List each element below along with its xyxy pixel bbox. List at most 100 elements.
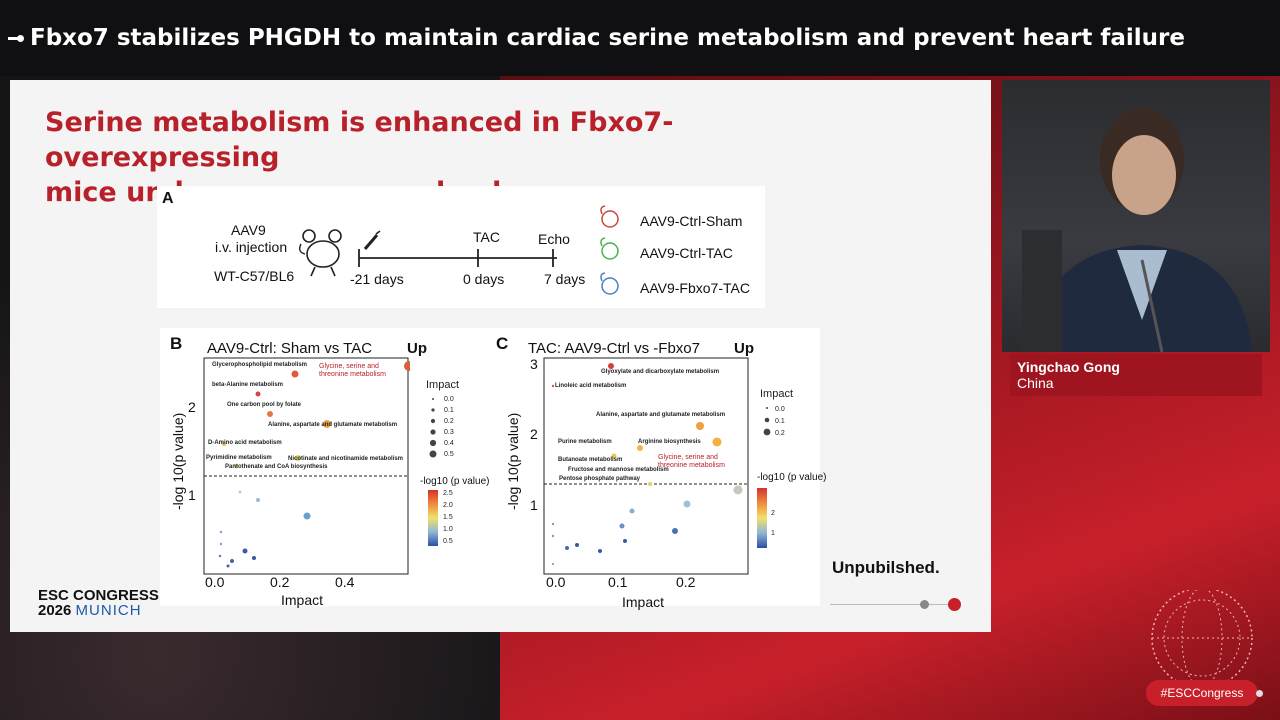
bullet-dot-icon (17, 35, 24, 42)
panel-c-up: Up (734, 340, 754, 357)
panel-b-pathway-4: Alanine, aspartate and glutamate metabol… (268, 422, 398, 428)
panel-c-impact-level: 0.0 (775, 406, 785, 413)
panel-c-xlabel: Impact (622, 594, 665, 610)
panel-b-ylabel: -log 10(p value) (170, 412, 186, 510)
mouse-icon (298, 229, 342, 277)
group-2: AAV9-Ctrl-TAC (640, 245, 733, 261)
panel-b-ytick-2: 2 (188, 399, 196, 415)
panel-b-impact-level: 0.5 (444, 451, 454, 458)
panel-b-label: B (170, 334, 183, 353)
panel-b-highlight-line-1: Glycine, serine and (319, 363, 379, 370)
panel-b-color-tick: 0.5 (443, 538, 453, 545)
panel-a-label: A (162, 190, 174, 207)
panel-c-impact-legend-title: Impact (760, 388, 794, 400)
aav9-label: AAV9 (231, 222, 266, 238)
panel-c-impact-legend-dots (763, 407, 771, 436)
panel-b-color-tick: 1.0 (443, 526, 453, 533)
syringe-icon (363, 230, 381, 250)
panel-b-impact-level: 0.2 (444, 418, 454, 425)
panel-b-pathway-2: beta-Alanine metabolism (212, 382, 284, 388)
esc-congress-logo: ESC CONGRESS 2026 MUNICH (38, 588, 159, 618)
panel-c-color-tick: 2 (771, 510, 775, 517)
slide-progress-track (830, 604, 960, 605)
panel-c-color-tick: 1 (771, 530, 775, 537)
panel-c-impact-level: 0.2 (775, 430, 785, 437)
slide-title: Serine metabolism is enhanced in Fbxo7-o… (45, 105, 865, 210)
panel-a: A AAV9 i.v. injection WT-C57/BL6 TAC Ech… (157, 186, 765, 308)
timepoint-2: 0 days (463, 271, 505, 287)
injection-label: i.v. injection (215, 239, 288, 255)
panel-c-ytick-1: 1 (530, 497, 538, 513)
panel-c-pathway-1: Glyoxylate and dicarboxylate metabolism (601, 369, 720, 375)
strain-label: WT-C57/BL6 (214, 268, 295, 284)
panel-c-pathway-3: Alanine, aspartate and glutamate metabol… (596, 412, 726, 418)
panel-c-pathway-7: Fructose and mannose metabolism (568, 467, 669, 473)
bullet-line-icon (8, 37, 18, 40)
echo-label: Echo (538, 231, 570, 247)
speaker-camera-feed (1002, 80, 1270, 352)
slide-title-line-1: Serine metabolism is enhanced in Fbxo7-o… (45, 107, 674, 173)
tac-label: TAC (473, 229, 500, 245)
top-bar: Fbxo7 stabilizes PHGDH to maintain cardi… (0, 0, 1280, 76)
globe-decoration (1151, 590, 1253, 685)
timepoint-1: -21 days (350, 271, 404, 287)
panel-c-pathway-8: Pentose phosphate pathway (559, 476, 641, 482)
logo-city: MUNICH (75, 602, 142, 619)
panel-b-title: AAV9-Ctrl: Sham vs TAC (207, 340, 373, 357)
panel-b-color-legend-title: -log10 (p value) (420, 476, 490, 487)
panel-b-pathway-8: Pantothenate and CoA biosynthesis (225, 464, 328, 470)
panel-b-plot (203, 357, 410, 575)
panel-c-pathway-4: Purine metabolism (558, 439, 612, 445)
panel-b-pathway-5: D-Amino acid metabolism (208, 440, 282, 446)
panel-b-pathway-1: Glycerophospholipid metabolism (212, 362, 308, 368)
panel-c-ylabel: -log 10(p value) (505, 412, 521, 510)
speaker-name: Yingchao Gong (1017, 359, 1120, 375)
panel-c-label: C (496, 334, 509, 353)
hashtag-badge: #ESCCongress (1146, 680, 1258, 706)
panel-b-color-ticks: 2.5 2.0 1.5 1.0 0.5 (443, 488, 453, 548)
speaker-nameplate: Yingchao Gong China (1010, 354, 1262, 396)
speaker-silhouette (1022, 108, 1252, 352)
panel-b-ytick-1: 1 (188, 487, 196, 503)
panel-c-color-ticks: 2 1 (771, 504, 775, 544)
panel-b-impact-level: 0.1 (444, 407, 454, 414)
panel-c-colorbar (757, 488, 767, 548)
panel-c-xtick-2: 0.1 (608, 574, 628, 590)
panel-b-colorbar (428, 490, 438, 546)
panel-c-pathway-6: Butanoate metabolism (558, 457, 623, 463)
panel-c-highlight: Glycine, serine and threonine metabolism (658, 454, 725, 470)
panels-b-c: B AAV9-Ctrl: Sham vs TAC Up -log 10( (160, 328, 826, 610)
presentation-title: Fbxo7 stabilizes PHGDH to maintain cardi… (30, 25, 1185, 51)
panel-b-pathway-7: Nicotinate and nicotinamide metabolism (288, 456, 404, 462)
panel-b-color-tick: 2.0 (443, 502, 453, 509)
panel-c-impact-levels: 0.0 0.1 0.2 (775, 404, 785, 440)
panel-b-pathway-6: Pyrimidine metabolism (206, 455, 272, 461)
timepoint-3: 7 days (544, 271, 586, 287)
panel-b-xtick-2: 0.2 (270, 574, 290, 590)
panel-b-impact-legend-dots (429, 398, 437, 458)
panel-b-xtick-3: 0.4 (335, 574, 355, 590)
panel-b-color-tick: 1.5 (443, 514, 453, 521)
panel-c-plot (543, 357, 749, 575)
panel-b-xtick-1: 0.0 (205, 574, 225, 590)
panel-b-up: Up (407, 340, 427, 357)
panel-b-impact-levels: 0.0 0.1 0.2 0.3 0.4 0.5 (444, 394, 454, 460)
panel-c-color-legend-title: -log10 (p value) (757, 472, 827, 483)
panel-c-xtick-3: 0.2 (676, 574, 696, 590)
panel-b-impact-legend-title: Impact (426, 379, 460, 391)
panel-c-xtick-1: 0.0 (546, 574, 566, 590)
panel-b-color-tick: 2.5 (443, 490, 453, 497)
group-3: AAV9-Fbxo7-TAC (640, 280, 750, 296)
speaker-country: China (1017, 375, 1054, 391)
slide-progress-dot (920, 600, 929, 609)
unpublished-note: Unpubilshed. (832, 558, 940, 577)
logo-line-1: ESC CONGRESS (38, 587, 159, 604)
group-mouse-icons (600, 205, 619, 295)
panel-b-xlabel: Impact (281, 592, 324, 608)
slide: Serine metabolism is enhanced in Fbxo7-o… (10, 80, 991, 632)
panel-c-ytick-3: 3 (530, 356, 538, 372)
panel-c-impact-level: 0.1 (775, 418, 785, 425)
timeline (358, 249, 557, 267)
group-1: AAV9-Ctrl-Sham (640, 213, 743, 229)
panel-c-pathway-2: Linoleic acid metabolism (555, 383, 627, 389)
